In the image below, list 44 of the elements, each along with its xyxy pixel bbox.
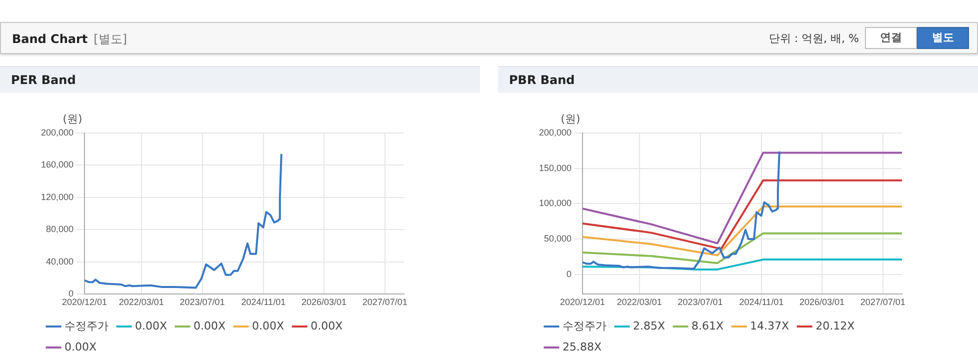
y-tick-label: 0 — [566, 268, 572, 279]
y-tick-label: 0 — [68, 288, 74, 299]
text: 연결 — [865, 27, 917, 49]
legend-label: 0.00X — [310, 319, 344, 332]
text: 별도 — [917, 27, 969, 49]
y-axis-title: (원) — [62, 112, 82, 126]
legend-label: 0.00X — [135, 319, 168, 332]
legend-label: 0.00X — [64, 340, 97, 354]
y-tick-label: 150,000 — [538, 162, 572, 173]
y-tick-label: 200,000 — [538, 127, 572, 138]
x-tick-label: 2024/11/01 — [241, 297, 286, 308]
legend-label: 25.88X — [562, 340, 602, 354]
legend-label: 수정주가 — [562, 319, 606, 332]
x-tick-label: 2026/03/01 — [301, 297, 347, 308]
y-tick-label: 80,000 — [46, 224, 74, 234]
x-tick-label: 2020/12/01 — [62, 297, 108, 308]
y-tick-label: 50,000 — [544, 234, 572, 244]
x-tick-label: 2027/07/01 — [362, 297, 408, 308]
y-tick-label: 100,000 — [538, 198, 572, 208]
y-axis-title: (원) — [560, 112, 580, 126]
x-tick-label: 2027/07/01 — [860, 297, 906, 308]
x-tick-label: 2024/11/01 — [739, 297, 784, 308]
text: 단위 : 억원, 배, % — [768, 30, 859, 46]
text: Band Chart — [12, 32, 88, 46]
chart-title: PER Band — [0, 66, 480, 93]
x-tick-label: 2022/03/01 — [616, 297, 662, 308]
y-tick-label: 200,000 — [40, 127, 74, 138]
legend-label: 0.00X — [252, 319, 285, 332]
legend-label: 수정주가 — [64, 319, 108, 332]
y-tick-label: 120,000 — [40, 192, 74, 202]
x-tick-label: 2023/07/01 — [678, 297, 723, 308]
x-tick-label: 2020/12/01 — [560, 297, 606, 308]
y-tick-label: 160,000 — [40, 160, 74, 170]
legend-label: 8.61X — [692, 319, 724, 332]
x-tick-label: 2022/03/01 — [118, 297, 164, 308]
x-tick-label: 2026/03/01 — [799, 297, 845, 308]
chart-title: PBR Band — [498, 66, 978, 93]
legend-label: 14.37X — [750, 319, 790, 332]
text: [별도] — [94, 32, 128, 46]
legend-label: 0.00X — [194, 319, 226, 332]
y-tick-label: 40,000 — [46, 256, 74, 266]
legend-label: 2.85X — [633, 319, 666, 332]
legend-label: 20.12X — [816, 319, 856, 332]
x-tick-label: 2023/07/01 — [180, 297, 225, 308]
